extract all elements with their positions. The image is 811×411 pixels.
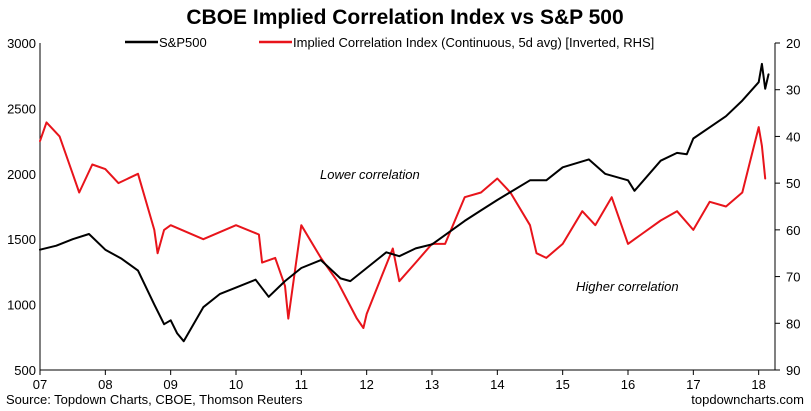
series-line-correlation [39, 121, 767, 329]
y-left-tick-label: 500 [14, 363, 36, 378]
legend: S&P500 Implied Correlation Index (Contin… [125, 35, 654, 50]
y-right-tick-label: 60 [786, 223, 800, 238]
y-right-tick-label: 20 [786, 36, 800, 51]
y-right-tick-label: 80 [786, 316, 800, 331]
x-tick-label: 14 [490, 377, 504, 392]
y-axis-left-ticks: 3000 2500 2000 1500 1000 500 [7, 36, 36, 378]
legend-label-correlation: Implied Correlation Index (Continuous, 5… [293, 35, 654, 50]
x-tick-label: 17 [686, 377, 700, 392]
annotation-lower-correlation: Lower correlation [320, 167, 420, 182]
y-left-tick-label: 1500 [7, 232, 36, 247]
x-tick-label: 11 [295, 377, 309, 392]
x-tick-label: 15 [555, 377, 569, 392]
x-tick-label: 18 [751, 377, 765, 392]
y-left-tick-label: 3000 [7, 36, 36, 51]
x-tick-label: 08 [98, 377, 112, 392]
x-tick-label: 13 [425, 377, 439, 392]
annotation-higher-correlation: Higher correlation [576, 279, 679, 294]
x-axis-ticks: 07 08 09 10 11 12 13 14 15 16 17 18 [33, 370, 766, 392]
x-tick-label: 12 [359, 377, 373, 392]
series-layer [39, 62, 770, 343]
x-tick-label: 10 [229, 377, 243, 392]
footer-brand: topdowncharts.com [691, 392, 804, 407]
y-right-tick-label: 70 [786, 270, 800, 285]
y-right-tick-label: 50 [786, 176, 800, 191]
legend-label-sp500: S&P500 [159, 35, 207, 50]
x-tick-label: 09 [163, 377, 177, 392]
footer-source: Source: Topdown Charts, CBOE, Thomson Re… [6, 392, 303, 407]
y-left-tick-label: 1000 [7, 298, 36, 313]
y-left-tick-label: 2500 [7, 101, 36, 116]
x-tick-label: 16 [621, 377, 635, 392]
y-right-tick-label: 40 [786, 129, 800, 144]
chart-title: CBOE Implied Correlation Index vs S&P 50… [186, 6, 623, 29]
series-line-sp500 [39, 62, 770, 343]
y-right-tick-label: 90 [786, 363, 800, 378]
y-right-tick-label: 30 [786, 83, 800, 98]
x-tick-label: 07 [33, 377, 47, 392]
y-axis-right-ticks: 20 30 40 50 60 70 80 90 [775, 36, 800, 378]
y-left-tick-label: 2000 [7, 167, 36, 182]
